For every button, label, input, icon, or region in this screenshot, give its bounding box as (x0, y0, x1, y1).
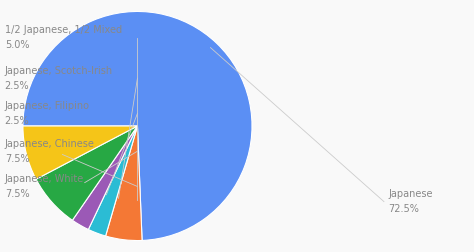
Text: 2.5%: 2.5% (5, 81, 29, 91)
Text: 2.5%: 2.5% (5, 116, 29, 126)
Text: 7.5%: 7.5% (5, 154, 29, 164)
Wedge shape (88, 126, 137, 236)
Text: 7.5%: 7.5% (5, 189, 29, 199)
Wedge shape (36, 126, 137, 220)
Text: 5.0%: 5.0% (5, 40, 29, 50)
Wedge shape (23, 11, 252, 240)
Text: Japanese, White: Japanese, White (5, 174, 84, 184)
Text: Japanese, Filipino: Japanese, Filipino (5, 101, 90, 111)
Text: 1/2 Japanese, 1/2 Mixed: 1/2 Japanese, 1/2 Mixed (5, 25, 122, 35)
Text: Japanese: Japanese (389, 189, 433, 199)
Wedge shape (23, 126, 137, 179)
Text: Japanese, Chinese: Japanese, Chinese (5, 139, 95, 149)
Wedge shape (73, 126, 137, 230)
Text: Japanese, Scotch-Irish: Japanese, Scotch-Irish (5, 66, 113, 76)
Wedge shape (106, 126, 142, 241)
Text: 72.5%: 72.5% (389, 204, 419, 214)
